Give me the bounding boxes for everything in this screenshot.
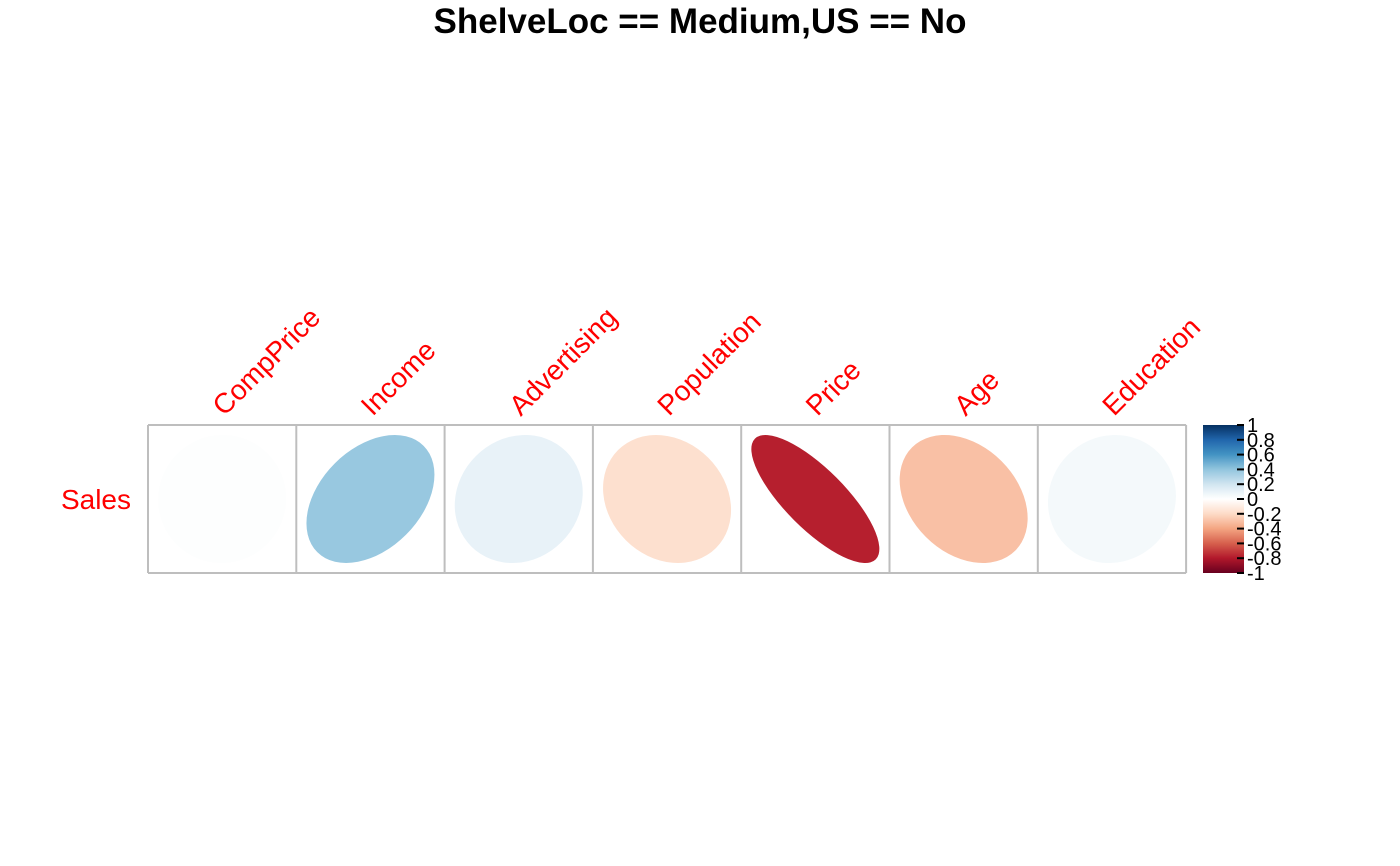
colorbar-tick-label: 0.2 (1247, 474, 1275, 496)
cell-ellipse-price (751, 434, 880, 564)
col-label-price: Price (800, 354, 867, 421)
row-labels: Sales (61, 484, 131, 515)
colorbar-tick-label: -0.4 (1247, 519, 1281, 541)
cell-ellipse-advertising (454, 434, 583, 564)
colorbar-tick-label: -0.6 (1247, 533, 1281, 555)
colorbar-tick-label: 0.4 (1247, 459, 1275, 481)
colorbar-tick-label: 1 (1247, 415, 1258, 437)
col-label-population: Population (651, 306, 767, 422)
col-label-compprice: CompPrice (206, 301, 326, 421)
cell-ellipse-population (603, 434, 732, 564)
row-label-sales: Sales (61, 484, 131, 515)
col-label-age: Age (948, 364, 1005, 421)
colorbar-tick-label: -1 (1247, 563, 1265, 585)
cell-ellipse-education (1047, 434, 1176, 563)
col-label-income: Income (355, 334, 442, 421)
column-labels: CompPrice Income Advertising Population Pric… (206, 301, 1206, 421)
col-label-education: Education (1096, 311, 1206, 421)
cell-ellipse-compprice (158, 434, 287, 564)
colorbar-tick-label: 0 (1247, 489, 1258, 511)
colorbar-tick-label: 0.8 (1247, 430, 1275, 452)
correlation-cells (147, 424, 1188, 574)
colorbar-tick-label: -0.8 (1247, 548, 1281, 570)
cell-ellipse-income (306, 435, 435, 563)
col-label-advertising: Advertising (503, 301, 623, 421)
colorbar-tick-label: 0.6 (1247, 445, 1275, 467)
colorbar: -1-0.8-0.6-0.4-0.200.20.40.60.81 (1203, 415, 1281, 585)
chart-title: ShelveLoc == Medium,US == No (434, 2, 967, 41)
cell-ellipse-age (899, 434, 1028, 564)
colorbar-tick-label: -0.2 (1247, 504, 1281, 526)
